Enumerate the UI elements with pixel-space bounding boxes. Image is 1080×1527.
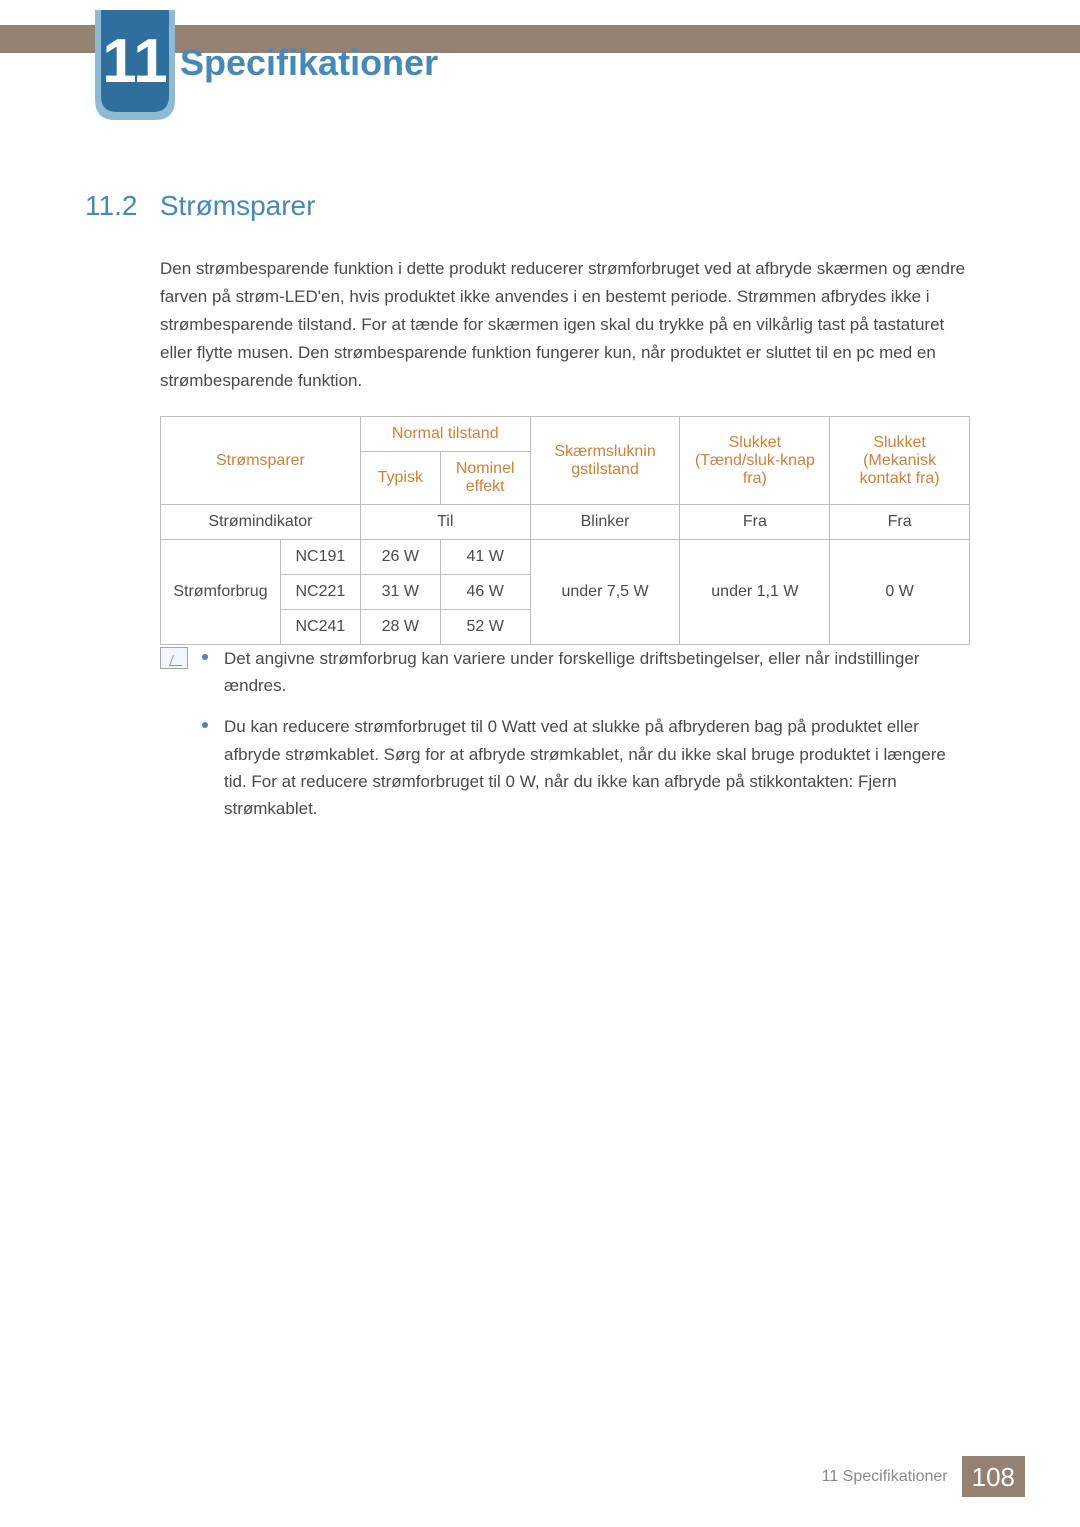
cell-model-0: NC191 bbox=[280, 540, 360, 575]
cell-indicator-label: Strømindikator bbox=[161, 505, 361, 540]
section-paragraph: Den strømbesparende funktion i dette pro… bbox=[160, 255, 970, 395]
cell-consumption-label: Strømforbrug bbox=[161, 540, 281, 645]
power-saver-table: Strømsparer Normal tilstand Skærmsluknin… bbox=[160, 416, 970, 645]
cell-indicator-offmech: Fra bbox=[830, 505, 970, 540]
table-row-consumption-0: Strømforbrug NC191 26 W 41 W under 7,5 W… bbox=[161, 540, 970, 575]
th-rated: Nominel effekt bbox=[440, 452, 530, 505]
footer-chapter-ref: 11 Specifikationer bbox=[822, 1468, 948, 1486]
th-rowlabel: Strømsparer bbox=[161, 417, 361, 505]
cell-indicator-screenoff: Blinker bbox=[530, 505, 680, 540]
cell-model-2: NC241 bbox=[280, 610, 360, 645]
th-screenoff: Skærmsluknin gstilstand bbox=[530, 417, 680, 505]
table-row-indicator: Strømindikator Til Blinker Fra Fra bbox=[161, 505, 970, 540]
cell-typical-2: 28 W bbox=[360, 610, 440, 645]
cell-indicator-normal: Til bbox=[360, 505, 530, 540]
chapter-title: Specifikationer bbox=[180, 42, 438, 84]
cell-consumption-offmech: 0 W bbox=[830, 540, 970, 645]
cell-consumption-screenoff: under 7,5 W bbox=[530, 540, 680, 645]
note-list: Det angivne strømforbrug kan variere und… bbox=[202, 645, 970, 836]
th-offmech: Slukket (Mekanisk kontakt fra) bbox=[830, 417, 970, 505]
cell-indicator-offbutton: Fra bbox=[680, 505, 830, 540]
note-icon bbox=[160, 647, 188, 669]
th-typical: Typisk bbox=[360, 452, 440, 505]
cell-consumption-offbutton: under 1,1 W bbox=[680, 540, 830, 645]
th-offbutton: Slukket (Tænd/sluk-knap fra) bbox=[680, 417, 830, 505]
note-item: Du kan reducere strømforbruget til 0 Wat… bbox=[202, 713, 970, 822]
footer-page-number: 108 bbox=[962, 1456, 1025, 1497]
cell-typical-1: 31 W bbox=[360, 575, 440, 610]
section-title: Strømsparer bbox=[160, 190, 316, 221]
chapter-number-badge: 11 bbox=[95, 10, 175, 125]
cell-rated-1: 46 W bbox=[440, 575, 530, 610]
chapter-number-text: 11 bbox=[102, 27, 168, 96]
cell-rated-2: 52 W bbox=[440, 610, 530, 645]
page-footer: 11 Specifikationer 108 bbox=[822, 1456, 1025, 1497]
th-normal: Normal tilstand bbox=[360, 417, 530, 452]
note-item: Det angivne strømforbrug kan variere und… bbox=[202, 645, 970, 699]
cell-rated-0: 41 W bbox=[440, 540, 530, 575]
table-header-row-1: Strømsparer Normal tilstand Skærmsluknin… bbox=[161, 417, 970, 452]
cell-typical-0: 26 W bbox=[360, 540, 440, 575]
cell-model-1: NC221 bbox=[280, 575, 360, 610]
note-block: Det angivne strømforbrug kan variere und… bbox=[160, 645, 970, 836]
section-number: 11.2 bbox=[85, 190, 137, 221]
section-heading: 11.2 Strømsparer bbox=[85, 190, 315, 222]
